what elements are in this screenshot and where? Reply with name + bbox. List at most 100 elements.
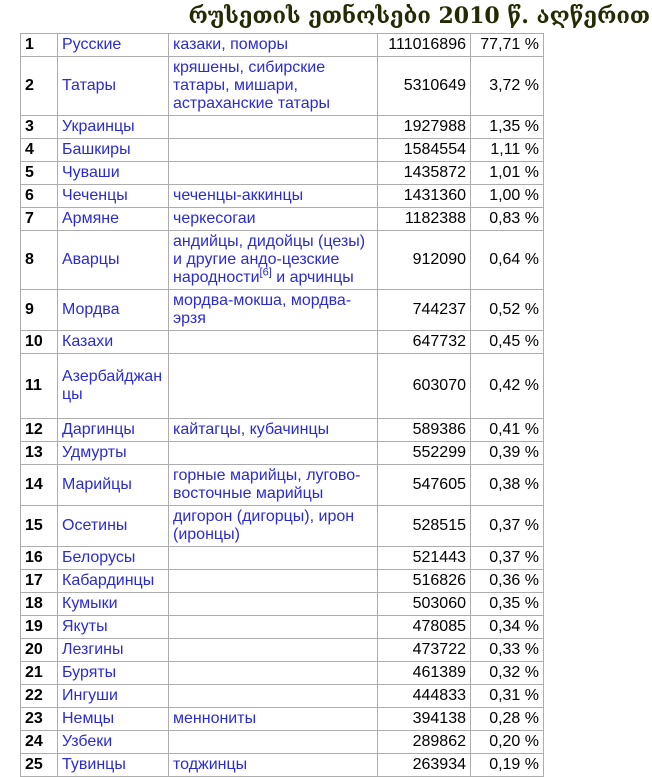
ethnicity-cell: Кабардинцы [57, 569, 169, 593]
ethnicity-link[interactable]: Украинцы [62, 118, 135, 135]
population-value: 1431360 [377, 184, 471, 208]
subgroups-cell: меннониты [168, 707, 378, 731]
ethnicity-link[interactable]: Азербайджанцы [62, 368, 163, 403]
subgroups-link[interactable]: черкесогаи [173, 210, 256, 227]
subgroups-link[interactable]: тоджинцы [173, 756, 248, 773]
population-value: 394138 [377, 707, 471, 731]
ethnicity-link[interactable]: Казахи [62, 333, 114, 350]
ethnicity-link[interactable]: Чеченцы [62, 187, 128, 204]
population-value: 552299 [377, 441, 471, 465]
population-value: 547605 [377, 464, 471, 506]
table-row: 6 Чеченцы чеченцы-аккинцы 1431360 1,00 % [20, 184, 544, 208]
ethnicity-cell: Армяне [57, 207, 169, 231]
ethnicity-link[interactable]: Немцы [62, 710, 115, 727]
ethnicity-cell: Татары [57, 56, 169, 116]
ethnicity-cell: Башкиры [57, 138, 169, 162]
subgroups-cell [168, 330, 378, 354]
ethnicity-link[interactable]: Кабардинцы [62, 572, 155, 589]
subgroups-cell [168, 546, 378, 570]
subgroups-link[interactable]: и арчинцы [271, 269, 354, 286]
ethnicity-link[interactable]: Чуваши [62, 164, 120, 181]
ethnicity-link[interactable]: Марийцы [62, 476, 132, 493]
ethnicity-link[interactable]: Белорусы [62, 549, 136, 566]
subgroups-link[interactable]: андийцы, дидойцы (цезы) и другие андо-це… [173, 233, 366, 286]
row-rank: 12 [20, 418, 58, 442]
ethnicity-link[interactable]: Удмурты [62, 444, 127, 461]
percent-value: 0,41 % [470, 418, 544, 442]
subgroups-cell: кряшены, сибирские татары, мишари, астра… [168, 56, 378, 116]
subgroups-link[interactable]: чеченцы-аккинцы [173, 187, 304, 204]
reference-link[interactable]: [6] [259, 266, 272, 279]
ethnicity-cell: Чуваши [57, 161, 169, 185]
row-rank: 8 [20, 230, 58, 290]
percent-value: 0,52 % [470, 289, 544, 331]
percent-value: 0,28 % [470, 707, 544, 731]
row-rank: 16 [20, 546, 58, 570]
ethnicity-link[interactable]: Мордва [62, 301, 120, 318]
row-rank: 3 [20, 115, 58, 139]
ethnicity-link[interactable]: Татары [62, 77, 117, 94]
ethnicity-link[interactable]: Кумыки [62, 595, 118, 612]
subgroups-cell [168, 138, 378, 162]
row-rank: 18 [20, 592, 58, 616]
ethnicity-link[interactable]: Узбеки [62, 733, 113, 750]
population-value: 444833 [377, 684, 471, 708]
row-rank: 19 [20, 615, 58, 639]
percent-value: 0,42 % [470, 353, 544, 419]
percent-value: 0,38 % [470, 464, 544, 506]
row-rank: 20 [20, 638, 58, 662]
population-value: 603070 [377, 353, 471, 419]
population-value: 478085 [377, 615, 471, 639]
ethnicity-cell: Азербайджанцы [57, 353, 169, 419]
ethnicity-cell: Казахи [57, 330, 169, 354]
subgroups-link[interactable]: казаки, поморы [173, 36, 288, 53]
subgroups-cell [168, 661, 378, 685]
table-row: 17 Кабардинцы 516826 0,36 % [20, 569, 544, 593]
ethnicity-cell: Марийцы [57, 464, 169, 506]
ethnicity-link[interactable]: Русские [62, 36, 122, 53]
subgroups-link[interactable]: горные марийцы, лугово-восточные марийцы [173, 467, 361, 502]
ethnicity-cell: Узбеки [57, 730, 169, 754]
ethnic-groups-table: 1 Русские казаки, поморы 111016896 77,71 % 2 Т… [20, 33, 544, 777]
ethnicity-cell: Мордва [57, 289, 169, 331]
subgroups-link[interactable]: кайтагцы, кубачинцы [173, 421, 330, 438]
table-row: 13 Удмурты 552299 0,39 % [20, 441, 544, 465]
subgroups-link[interactable]: дигорон (дигорцы), ирон (иронцы) [173, 508, 355, 543]
subgroups-cell [168, 353, 378, 419]
ethnic-groups-table-body: 1 Русские казаки, поморы 111016896 77,71 % 2 Т… [20, 33, 544, 777]
ethnicity-link[interactable]: Лезгины [62, 641, 124, 658]
ethnicity-link[interactable]: Тувинцы [62, 756, 126, 773]
percent-value: 1,00 % [470, 184, 544, 208]
subgroups-cell: дигорон (дигорцы), ирон (иронцы) [168, 505, 378, 547]
percent-value: 0,33 % [470, 638, 544, 662]
row-rank: 13 [20, 441, 58, 465]
population-value: 521443 [377, 546, 471, 570]
table-row: 2 Татары кряшены, сибирские татары, мишари… [20, 56, 544, 116]
ethnicity-link[interactable]: Буряты [62, 664, 117, 681]
table-row: 4 Башкиры 1584554 1,11 % [20, 138, 544, 162]
ethnicity-link[interactable]: Башкиры [62, 141, 131, 158]
subgroups-cell [168, 441, 378, 465]
percent-value: 0,64 % [470, 230, 544, 290]
ethnicity-link[interactable]: Осетины [62, 517, 128, 534]
subgroups-cell [168, 684, 378, 708]
row-rank: 2 [20, 56, 58, 116]
ethnicity-link[interactable]: Якуты [62, 618, 108, 635]
table-row: 10 Казахи 647732 0,45 % [20, 330, 544, 354]
ethnicity-cell: Осетины [57, 505, 169, 547]
ethnicity-cell: Чеченцы [57, 184, 169, 208]
ethnicity-link[interactable]: Армяне [62, 210, 119, 227]
subgroups-link[interactable]: меннониты [173, 710, 257, 727]
subgroups-cell [168, 161, 378, 185]
population-value: 1182388 [377, 207, 471, 231]
subgroups-cell [168, 592, 378, 616]
ethnicity-link[interactable]: Ингуши [62, 687, 118, 704]
ethnicity-link[interactable]: Аварцы [62, 251, 120, 268]
subgroups-link[interactable]: кряшены, сибирские татары, мишари, астра… [173, 59, 330, 112]
reference-superscript: [6] [260, 267, 272, 279]
population-value: 1584554 [377, 138, 471, 162]
table-row: 12 Даргинцы кайтагцы, кубачинцы 589386 0,41 … [20, 418, 544, 442]
subgroups-link[interactable]: мордва-мокша, мордва-эрзя [173, 292, 352, 327]
percent-value: 0,35 % [470, 592, 544, 616]
ethnicity-link[interactable]: Даргинцы [62, 421, 135, 438]
